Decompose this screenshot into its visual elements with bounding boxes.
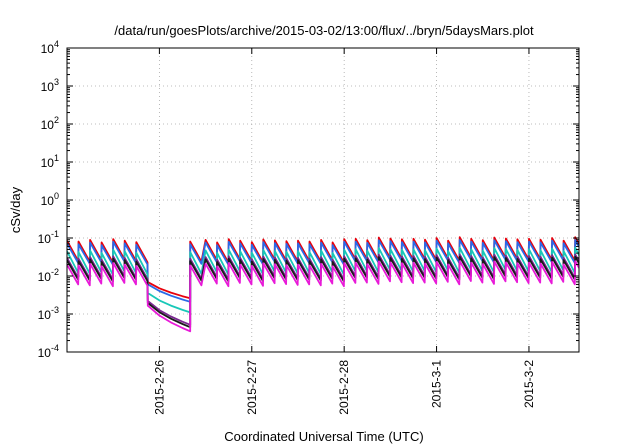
y-tick-label: 103 (41, 77, 59, 94)
y-tick-label-base: 10 (41, 194, 55, 208)
y-grid (67, 85, 579, 315)
y-tick-label-base: 10 (38, 232, 52, 246)
y-tick-label: 100 (41, 191, 59, 208)
y-tick-label: 10-2 (38, 267, 59, 284)
y-tick-label-base: 10 (41, 42, 55, 56)
x-tick-label: 2015-3-2 (522, 360, 536, 408)
y-tick-label-exponent: 3 (54, 77, 59, 87)
x-axis-label: Coordinated Universal Time (UTC) (224, 429, 423, 444)
y-tick-label: 10-4 (38, 343, 59, 360)
y-tick-label: 10-1 (38, 229, 59, 246)
chart-title: /data/run/goesPlots/archive/2015-03-02/1… (114, 23, 534, 38)
x-grid (158, 48, 530, 352)
y-tick-label: 101 (41, 153, 59, 170)
x-axis: 2015-2-26 2015-2-27 2015-2-28 2015-3-1 2015-… (152, 48, 536, 415)
y-tick-label-base: 10 (41, 156, 55, 170)
y-tick-label-exponent: 4 (54, 39, 59, 49)
y-tick-label-base: 10 (38, 270, 52, 284)
y-tick-label-exponent: -3 (51, 305, 59, 315)
y-tick-label-base: 10 (41, 118, 55, 132)
plot-area (67, 236, 579, 333)
x-tick-label: 2015-2-26 (152, 360, 166, 415)
y-tick-label: 102 (41, 115, 59, 132)
y-tick-label-exponent: 2 (54, 115, 59, 125)
y-tick-label-base: 10 (38, 308, 52, 322)
x-tick-label: 2015-2-28 (337, 360, 351, 415)
series-group (67, 236, 579, 333)
x-tick-label: 2015-3-1 (430, 360, 444, 408)
y-axis-label: cSv/day (8, 186, 23, 233)
y-tick-label-base: 10 (41, 80, 55, 94)
y-tick-label-exponent: -2 (51, 267, 59, 277)
y-tick-label: 104 (41, 39, 59, 56)
x-tick-label: 2015-2-27 (245, 360, 259, 415)
series-line (67, 260, 579, 333)
y-tick-label-exponent: 1 (54, 153, 59, 163)
y-tick-label: 10-3 (38, 305, 59, 322)
y-tick-label-exponent: 0 (54, 191, 59, 201)
y-tick-label-exponent: -1 (51, 229, 59, 239)
y-tick-label-base: 10 (38, 346, 52, 360)
y-tick-label-exponent: -4 (51, 343, 59, 353)
